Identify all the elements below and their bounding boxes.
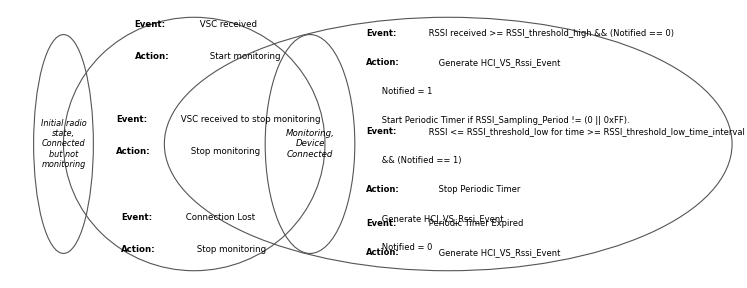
Text: Stop monitoring: Stop monitoring: [193, 245, 266, 254]
Text: Action:: Action:: [366, 58, 400, 67]
Text: Stop monitoring: Stop monitoring: [188, 147, 261, 156]
Text: Action:: Action:: [366, 248, 400, 257]
Text: VSC received: VSC received: [196, 20, 257, 29]
Text: Stop Periodic Timer: Stop Periodic Timer: [436, 185, 521, 194]
Text: && (Notified == 1): && (Notified == 1): [366, 156, 462, 165]
Text: Notified = 0: Notified = 0: [366, 243, 433, 252]
Text: Start Periodic Timer if RSSI_Sampling_Period != (0 || 0xFF).: Start Periodic Timer if RSSI_Sampling_Pe…: [366, 116, 630, 125]
Text: Event:: Event:: [121, 213, 152, 222]
Text: Event:: Event:: [134, 20, 166, 29]
Text: Action:: Action:: [121, 245, 155, 254]
Text: Periodic Timer Expired: Periodic Timer Expired: [427, 219, 524, 228]
Text: Action:: Action:: [116, 147, 150, 156]
Text: Start monitoring: Start monitoring: [207, 52, 280, 61]
Text: Action:: Action:: [366, 185, 400, 194]
Text: VSC received to stop monitoring: VSC received to stop monitoring: [178, 115, 320, 124]
Text: Event:: Event:: [366, 127, 397, 136]
Text: Event:: Event:: [366, 29, 397, 38]
Text: Event:: Event:: [116, 115, 147, 124]
Text: Event:: Event:: [366, 219, 397, 228]
Text: Generate HCI_VS_Rssi_Event: Generate HCI_VS_Rssi_Event: [436, 58, 560, 67]
Text: Generate HCI_VS_Rssi_Event: Generate HCI_VS_Rssi_Event: [436, 248, 560, 257]
Text: Generate HCI_VS_Rssi_Event: Generate HCI_VS_Rssi_Event: [366, 214, 503, 223]
Text: Monitoring,
Device
Connected: Monitoring, Device Connected: [285, 129, 335, 159]
Text: Notified = 1: Notified = 1: [366, 87, 433, 96]
Text: Initial radio
state,
Connected
but not
monitoring: Initial radio state, Connected but not m…: [40, 119, 87, 169]
Text: RSSI received >= RSSI_threshold_high && (Notified == 0): RSSI received >= RSSI_threshold_high && …: [427, 29, 674, 38]
Text: Action:: Action:: [134, 52, 169, 61]
Text: RSSI <= RSSI_threshold_low for time >= RSSI_threshold_low_time_interval: RSSI <= RSSI_threshold_low for time >= R…: [427, 127, 745, 136]
Text: Connection Lost: Connection Lost: [183, 213, 255, 222]
